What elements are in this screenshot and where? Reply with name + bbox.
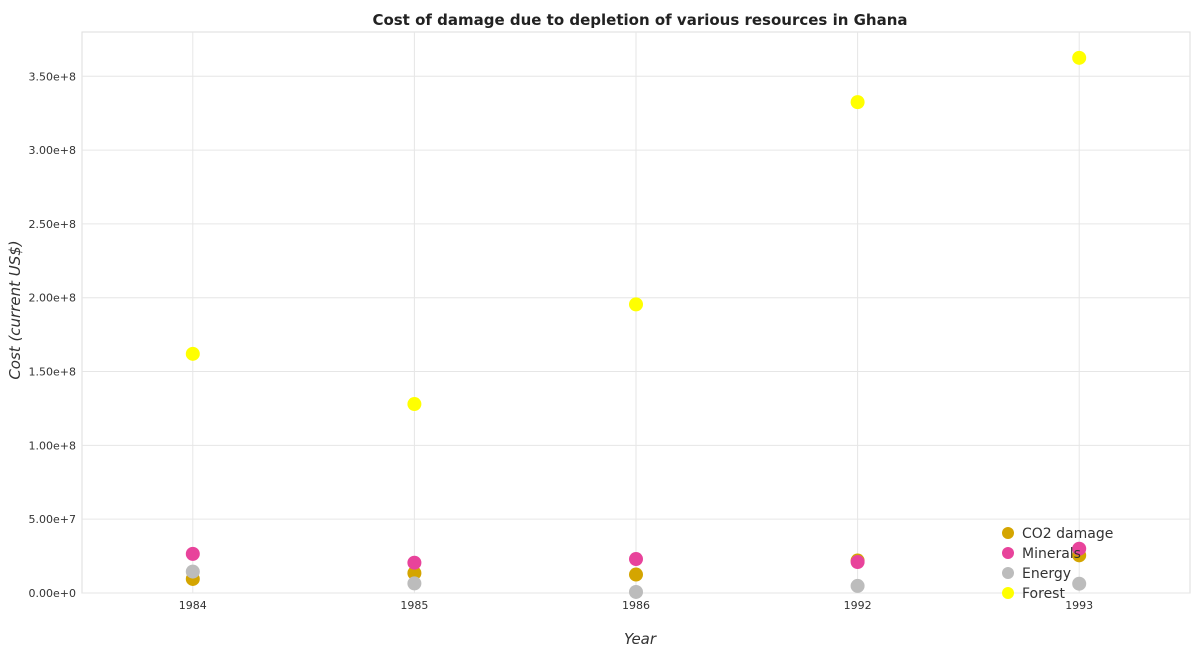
x-tick-label: 1985 [400,599,428,612]
legend-marker-forest [1002,587,1014,599]
legend-label-forest: Forest [1022,586,1065,602]
y-tick-label: 2.00e+8 [29,292,76,305]
point-forest [407,397,422,412]
point-minerals [185,546,200,561]
legend: CO2 damage Minerals Energy Forest [1002,526,1113,602]
y-tick-label: 1.50e+8 [29,366,76,379]
point-minerals [407,555,422,570]
legend-marker-energy [1002,567,1014,579]
point-minerals [850,554,865,569]
y-axis-label: Cost (current US$) [6,240,24,379]
x-tick-label: 1986 [622,599,650,612]
point-co2-damage [629,567,643,582]
point-forest [629,297,643,312]
y-axis-ticks: 0.00e+0 5.00e+7 1.00e+8 1.50e+8 2.00e+8 2.50e… [29,70,76,600]
point-energy [185,564,200,579]
grid [81,31,1191,594]
y-tick-label: 5.00e+7 [29,513,76,526]
y-tick-label: 2.50e+8 [29,218,76,231]
y-tick-label: 3.00e+8 [29,144,76,157]
point-energy [850,578,865,593]
point-energy [1072,576,1087,591]
y-tick-label: 1.00e+8 [29,439,76,452]
point-forest [850,95,865,110]
x-axis-ticks: 1984 1985 1986 1992 1993 [179,599,1093,612]
data-points [185,50,1087,599]
x-tick-label: 1992 [844,599,872,612]
x-tick-label: 1984 [179,599,207,612]
point-forest [1072,50,1087,65]
point-energy [629,584,643,599]
legend-marker-co2-damage [1002,527,1014,539]
x-tick-label: 1993 [1065,599,1093,612]
point-energy [407,576,422,591]
legend-label-minerals: Minerals [1022,546,1081,562]
point-co2-damage [407,566,422,581]
y-tick-label: 3.50e+8 [29,70,76,83]
point-minerals [629,552,643,567]
legend-label-co2-damage: CO2 damage [1022,526,1113,542]
chart-title: Cost of damage due to depletion of vario… [372,11,907,29]
legend-marker-minerals [1002,547,1014,559]
x-axis-label: Year [624,630,657,648]
point-forest [185,346,200,361]
y-tick-label: 0.00e+0 [29,587,76,600]
legend-label-energy: Energy [1022,566,1071,582]
point-minerals [1072,541,1087,556]
